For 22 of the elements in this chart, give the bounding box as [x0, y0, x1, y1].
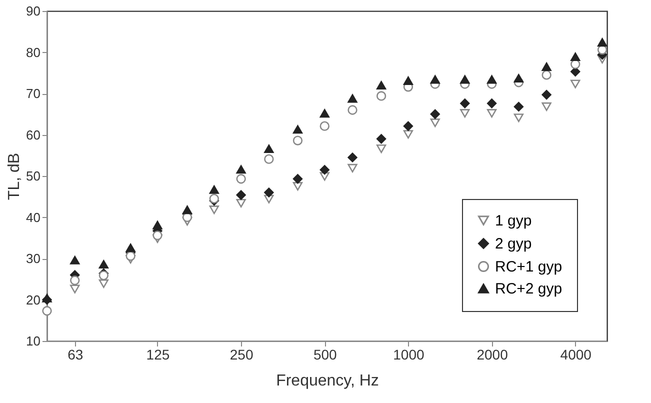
- x-tick-label: 4000: [560, 346, 592, 362]
- y-tick-label: 80: [26, 44, 40, 60]
- x-tick-label: 500: [313, 346, 338, 362]
- x-tick-label: 125: [146, 346, 170, 362]
- y-tick-label: 40: [26, 210, 40, 225]
- x-tick-label: 63: [68, 346, 84, 362]
- x-tick-label: 2000: [476, 346, 508, 362]
- y-axis-title: TL, dB: [6, 152, 24, 200]
- y-tick-label: 60: [26, 127, 40, 142]
- y-tick-label: 30: [26, 251, 40, 266]
- y-tick-label: 20: [26, 292, 40, 308]
- y-tick-label: 50: [26, 168, 40, 184]
- x-tick-label: 250: [230, 346, 254, 362]
- y-tick-label: 90: [26, 4, 40, 18]
- legend-label: RC+2 gyp: [495, 280, 562, 298]
- x-tick-label: 1000: [393, 346, 424, 362]
- y-tick-label: 70: [26, 86, 40, 101]
- legend-label: 1 gyp: [495, 212, 532, 230]
- legend-label: 2 gyp: [495, 236, 532, 252]
- legend-label: RC+1 gyp: [495, 258, 562, 276]
- x-axis-title: Frequency, Hz: [276, 372, 379, 390]
- y-tick-label: 10: [26, 334, 40, 348]
